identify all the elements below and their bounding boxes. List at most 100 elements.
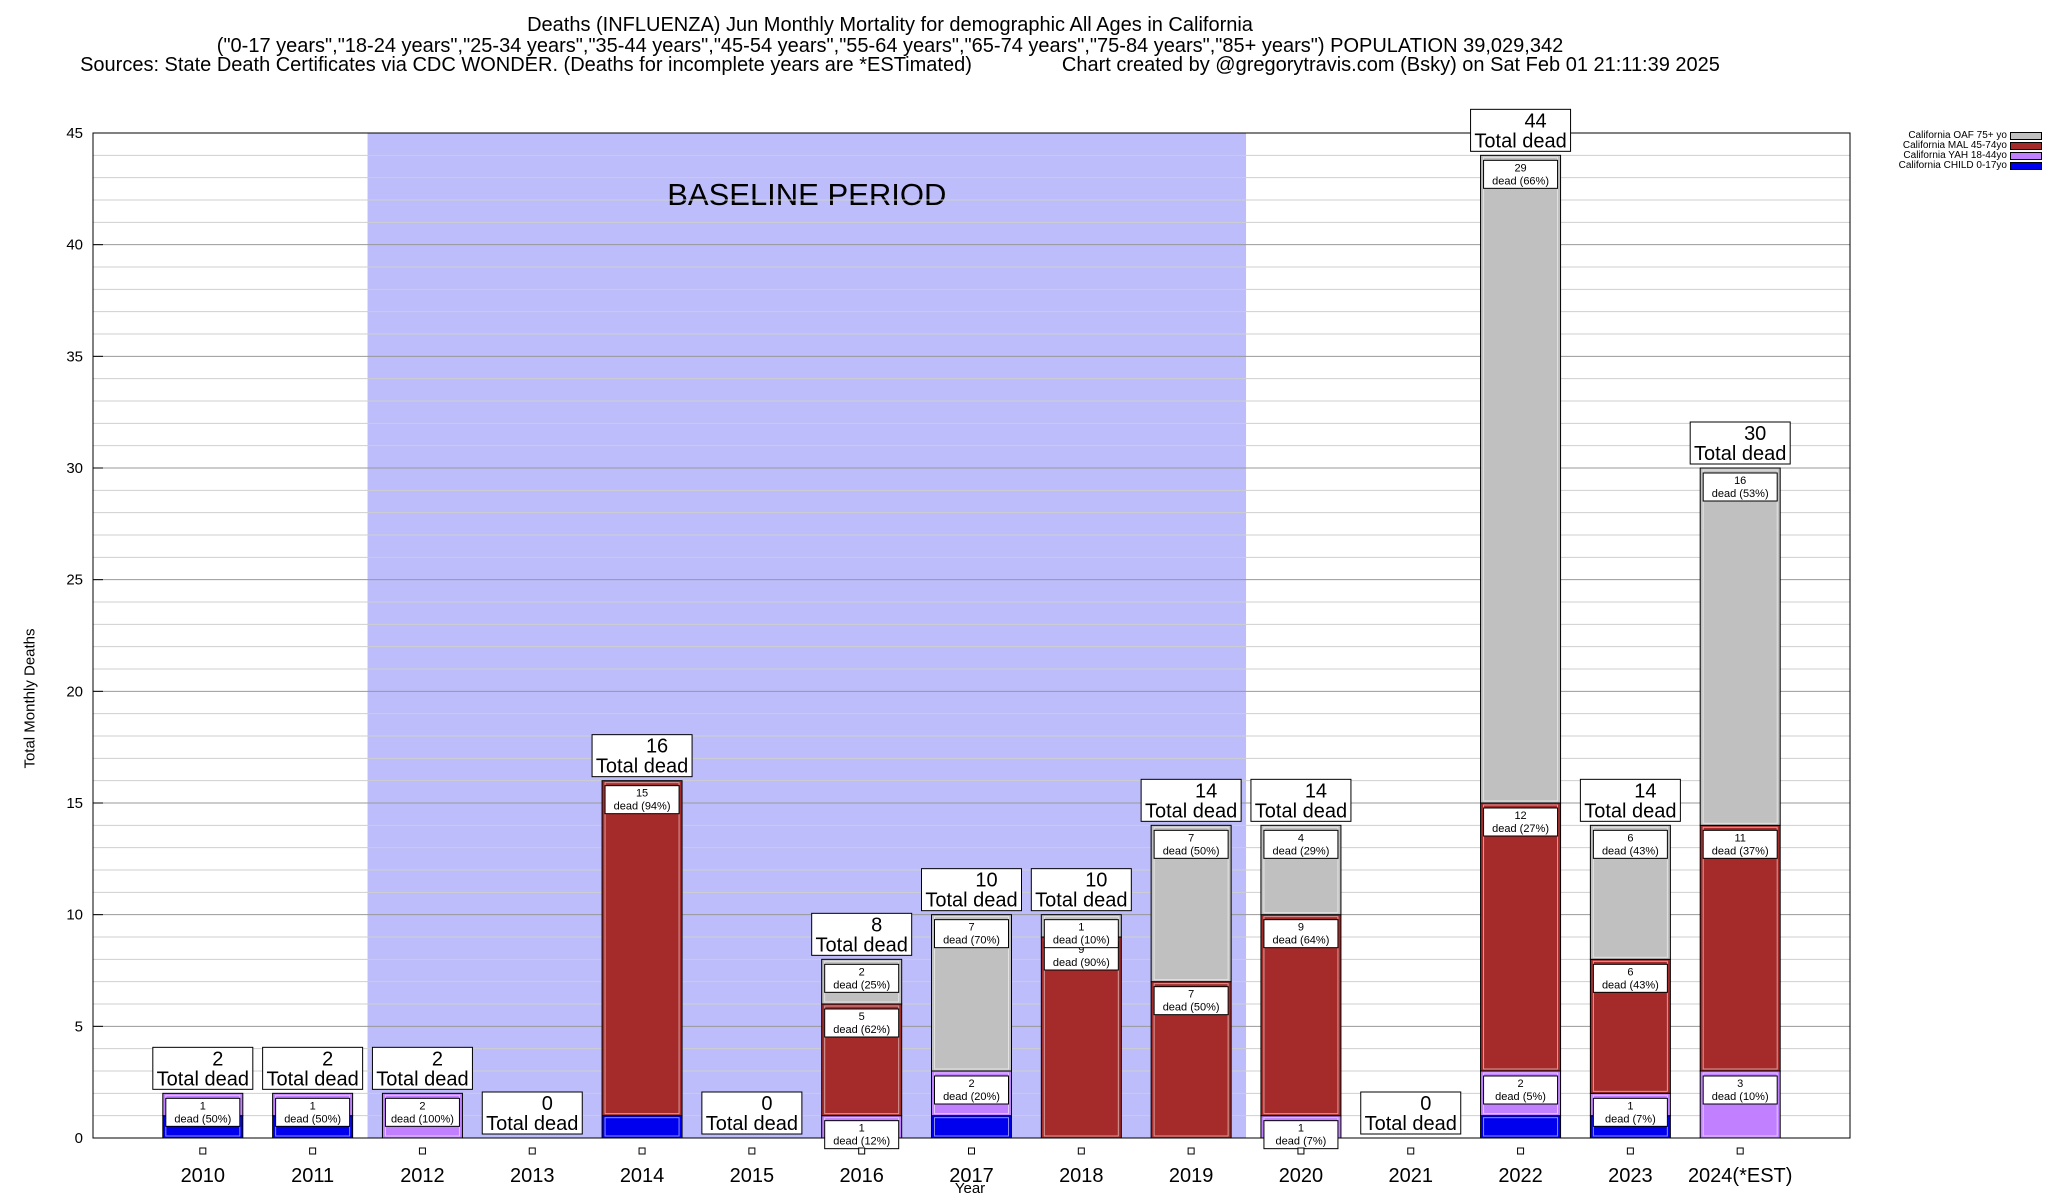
segment-label-box: [1043, 919, 1119, 949]
y-tick-label: 10: [66, 907, 83, 924]
segment-label-pct: dead (50%): [1163, 845, 1220, 857]
bar-segment: [601, 1115, 683, 1139]
total-label-count: 14: [1634, 780, 1656, 802]
segment-label-box: [824, 1008, 900, 1038]
segment-label-pct: dead (90%): [1053, 957, 1110, 969]
total-label-count: 0: [761, 1093, 772, 1115]
legend-item: California YAH 18-44yo: [1830, 151, 2045, 161]
x-tick-label: 2017: [949, 1165, 994, 1187]
bar-segment-inner: [1153, 826, 1229, 981]
segment-label-count: 5: [859, 1011, 865, 1023]
segment-label-box: [1153, 986, 1229, 1016]
segment-label-count: 6: [1627, 832, 1633, 844]
legend-swatch: [2010, 142, 2042, 150]
total-label-text: Total dead: [486, 1113, 578, 1135]
segment-label-box: [1592, 963, 1668, 993]
bar-marker: [1407, 1147, 1415, 1155]
segment-label-count: 1: [859, 1123, 865, 1135]
x-axis-label: Year: [954, 1180, 986, 1197]
segment-label-pct: dead (94%): [614, 801, 671, 813]
segment-label-pct: dead (64%): [1273, 935, 1330, 947]
bar-marker: [199, 1147, 207, 1155]
segment-label-box: [1153, 829, 1229, 859]
segment-label-pct: dead (70%): [943, 935, 1000, 947]
bar-segment-inner: [1483, 156, 1559, 802]
segment-label-pct: dead (7%): [1276, 1136, 1327, 1148]
legend-label: California OAF 75+ yo: [1908, 130, 2007, 141]
segment-label-count: 1: [310, 1100, 316, 1112]
bar-segment-inner: [1702, 826, 1778, 1070]
total-label-text: Total dead: [1255, 800, 1347, 822]
segment-label-box: [1483, 807, 1559, 837]
bar-segment-inner: [1592, 826, 1668, 958]
bar-segment: [1699, 467, 1781, 826]
total-label-count: 14: [1195, 780, 1217, 802]
legend-swatch: [2010, 152, 2042, 160]
segment-label-pct: dead (53%): [1712, 488, 1769, 500]
total-label-box: [1140, 778, 1242, 822]
total-label-count: 10: [975, 870, 997, 892]
bar-marker: [1187, 1147, 1195, 1155]
legend-label: California YAH 18-44yo: [1903, 150, 2007, 161]
legend-item: California CHILD 0-17yo: [1830, 161, 2045, 171]
segment-label-count: 11: [1734, 832, 1745, 844]
bar-marker: [638, 1147, 646, 1155]
total-label-count: 2: [322, 1048, 333, 1070]
total-label-box: [1250, 778, 1352, 822]
segment-label-count: 9: [1078, 944, 1084, 956]
bar-segment-inner: [1153, 983, 1229, 1137]
total-label-count: 44: [1524, 110, 1546, 132]
total-label-text: Total dead: [1694, 443, 1786, 465]
bar-segment-inner: [934, 1117, 1009, 1137]
segment-label-count: 2: [968, 1078, 974, 1090]
segment-label-box: [275, 1097, 351, 1127]
x-tick-label: 2024(*EST): [1688, 1165, 1793, 1187]
segment-label-count: 2: [419, 1100, 425, 1112]
segment-label-pct: dead (43%): [1602, 979, 1659, 991]
total-label-count: 16: [646, 736, 668, 758]
legend-swatch: [2010, 162, 2042, 170]
x-tick-label: 2014: [620, 1165, 665, 1187]
legend-swatch: [2010, 132, 2042, 140]
segment-label-box: [1263, 1120, 1339, 1150]
segment-label-pct: dead (50%): [284, 1113, 341, 1125]
segment-label-pct: dead (10%): [1712, 1091, 1769, 1103]
bar-marker: [1736, 1147, 1744, 1155]
segment-label-pct: dead (20%): [943, 1091, 1000, 1103]
legend-label: California MAL 45-74yo: [1902, 140, 2007, 151]
total-label-box: [591, 734, 693, 778]
segment-label-box: [1702, 472, 1778, 502]
bar-segment-inner: [604, 1117, 680, 1137]
segment-label-box: [1263, 919, 1339, 949]
y-tick-label: 40: [66, 237, 83, 254]
total-label-text: Total dead: [706, 1113, 798, 1135]
segment-label-count: 29: [1514, 162, 1526, 174]
bar-marker: [1077, 1147, 1085, 1155]
segment-label-box: [1263, 829, 1339, 859]
bar-marker: [968, 1147, 975, 1155]
credit-text: Chart created by @gregorytravis.com (Bsk…: [1061, 54, 1720, 76]
bar-marker: [858, 1147, 866, 1155]
segment-label-pct: dead (43%): [1602, 845, 1659, 857]
bar-segment: [1480, 802, 1562, 1072]
x-tick-label: 2020: [1279, 1165, 1324, 1187]
total-label-box: [262, 1046, 364, 1090]
segment-label-count: 7: [968, 922, 974, 934]
segment-label-pct: dead (100%): [391, 1113, 454, 1125]
x-tick-label: 2018: [1059, 1165, 1104, 1187]
segment-label-pct: dead (62%): [833, 1024, 890, 1036]
legend-item: California OAF 75+ yo: [1830, 131, 2045, 141]
total-label-text: Total dead: [1145, 800, 1237, 822]
total-label-text: Total dead: [1035, 890, 1127, 912]
x-tick-label: 2015: [730, 1165, 775, 1187]
total-label-count: 14: [1305, 780, 1327, 802]
x-tick-label: 2023: [1608, 1165, 1653, 1187]
bar-marker: [1297, 1147, 1305, 1155]
segment-label-box: [1702, 1075, 1778, 1105]
y-tick-label: 20: [66, 683, 83, 700]
segment-label-count: 1: [200, 1100, 206, 1112]
segment-label-box: [1592, 1097, 1668, 1127]
segment-label-count: 12: [1514, 810, 1526, 822]
chart-subtitle: ("0-17 years","18-24 years","25-34 years…: [216, 35, 1564, 57]
segment-label-pct: dead (10%): [1053, 935, 1110, 947]
